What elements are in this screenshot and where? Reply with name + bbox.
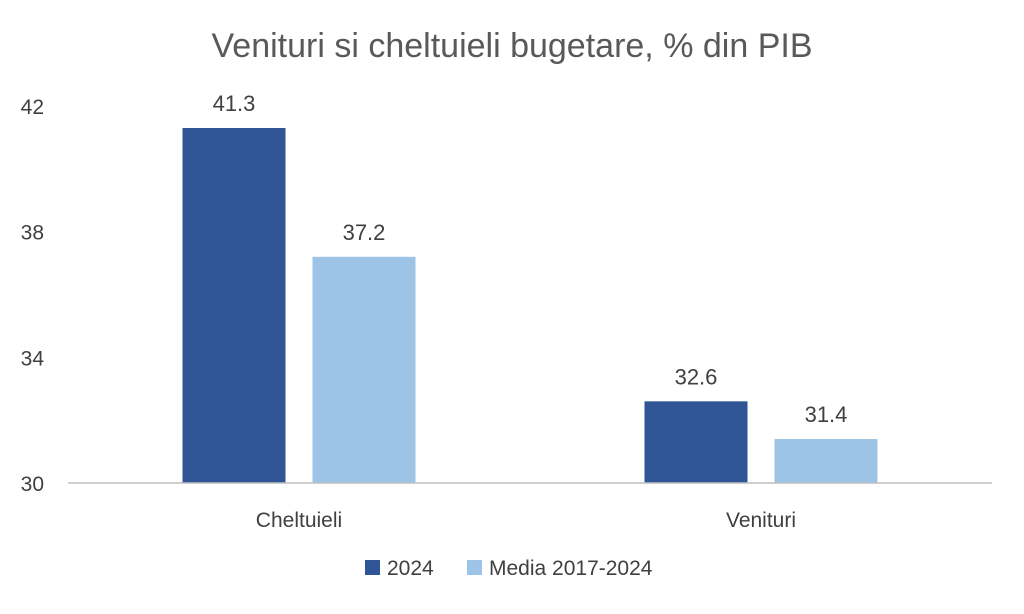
data-labels: 41.3 37.2 32.6 31.4	[213, 91, 848, 427]
legend-label: 2024	[387, 557, 434, 580]
bar-cheltuieli-series-1	[182, 127, 286, 483]
bar-venituri-series-1	[644, 401, 748, 483]
data-label: 32.6	[675, 364, 718, 389]
chart-title: Venituri si cheltuieli bugetare, % din P…	[211, 27, 812, 65]
y-axis-ticks: 30 34 38 42	[21, 96, 45, 496]
data-label: 41.3	[213, 91, 256, 116]
legend-swatch	[467, 560, 482, 575]
bar-venituri-series-2	[774, 439, 878, 483]
bars	[182, 127, 878, 483]
y-tick-label: 38	[21, 222, 44, 245]
y-tick-label: 42	[21, 96, 44, 119]
data-label: 37.2	[343, 220, 386, 245]
legend-label: Media 2017-2024	[489, 557, 653, 580]
category-labels: Cheltuieli Venituri	[256, 509, 796, 532]
data-label: 31.4	[805, 402, 848, 427]
bar-cheltuieli-series-2	[312, 256, 416, 483]
y-tick-label: 30	[21, 473, 44, 496]
legend: 2024 Media 2017-2024	[365, 557, 653, 580]
y-tick-label: 34	[21, 347, 45, 370]
category-label: Cheltuieli	[256, 509, 342, 532]
legend-swatch	[365, 560, 380, 575]
category-label: Venituri	[726, 509, 796, 532]
